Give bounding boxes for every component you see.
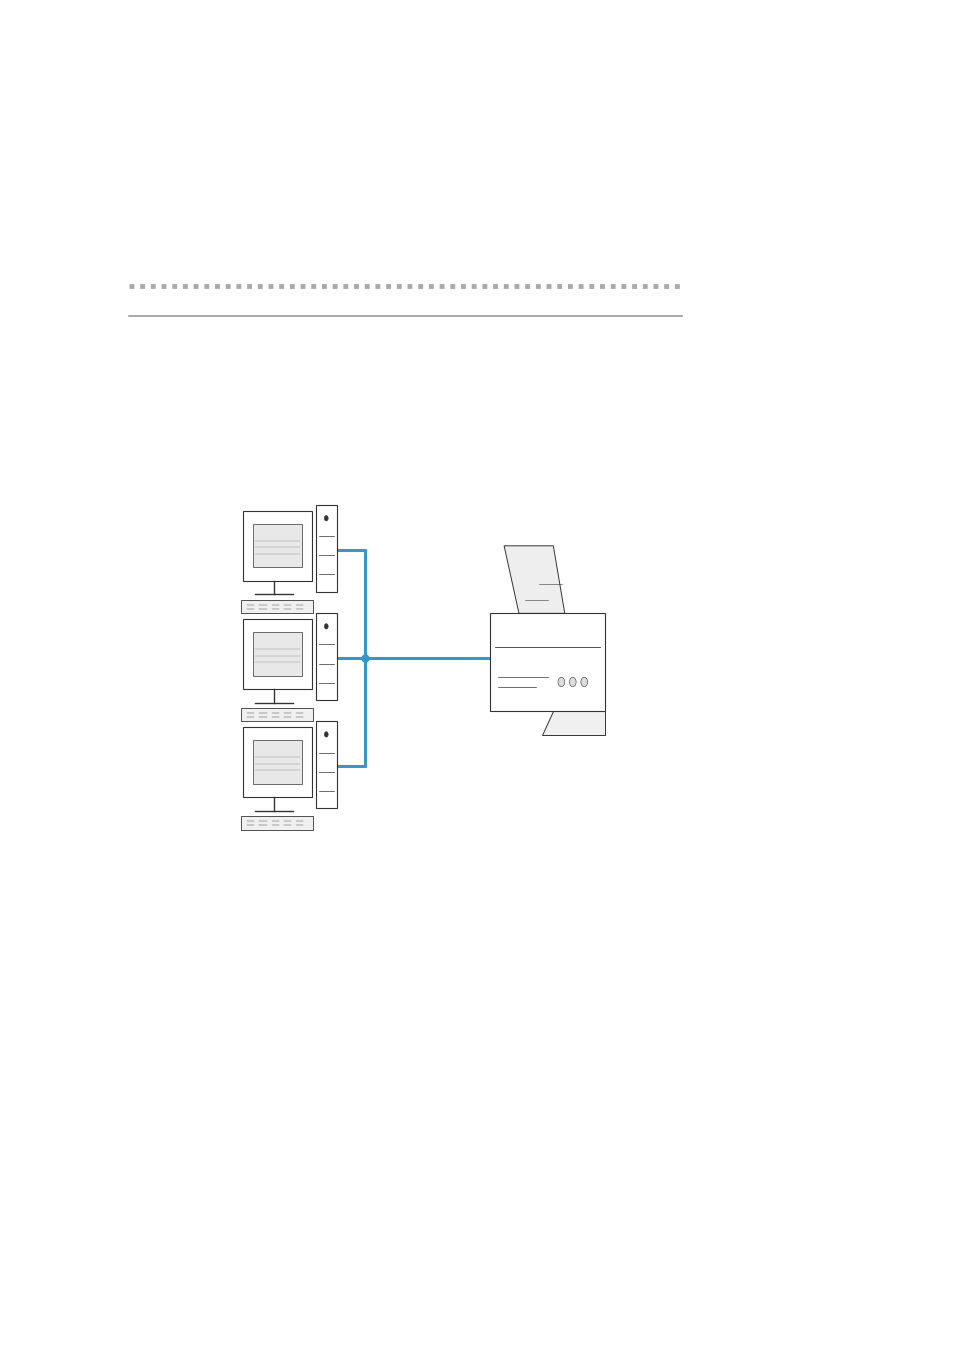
Circle shape <box>324 732 328 738</box>
Circle shape <box>324 516 328 521</box>
Bar <box>241 816 314 830</box>
Circle shape <box>580 677 587 686</box>
Bar <box>243 619 312 689</box>
Bar <box>253 632 302 676</box>
Bar <box>253 740 302 784</box>
Circle shape <box>558 677 564 686</box>
Bar <box>243 727 312 797</box>
Polygon shape <box>541 711 604 735</box>
Bar <box>241 708 314 721</box>
Bar <box>315 721 336 808</box>
Bar <box>241 600 314 613</box>
Bar <box>315 505 336 592</box>
Bar <box>490 613 604 711</box>
Bar <box>315 613 336 700</box>
Circle shape <box>569 677 576 686</box>
Bar <box>253 524 302 567</box>
Circle shape <box>324 624 328 630</box>
Polygon shape <box>503 546 564 613</box>
Bar <box>243 511 312 581</box>
